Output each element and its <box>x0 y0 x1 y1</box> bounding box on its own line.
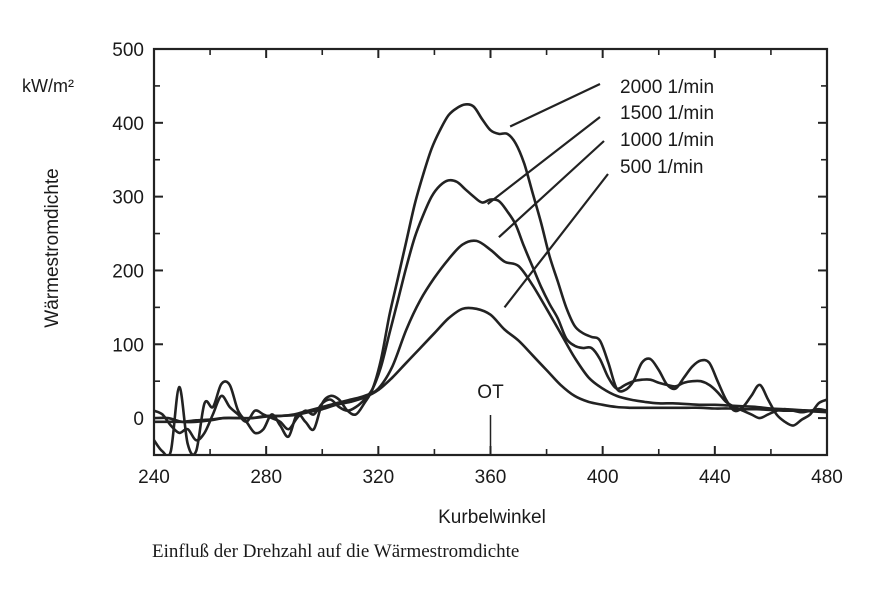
y-tick-label: 0 <box>133 409 144 430</box>
ot-label: OT <box>477 382 504 403</box>
figure-caption: Einfluß der Drehzahl auf die Wärmestromd… <box>152 541 520 562</box>
y-unit-label: kW/m² <box>22 76 74 96</box>
legend-leader-line <box>498 140 605 239</box>
legend-label: 1000 1/min <box>620 130 714 151</box>
series-line-500 <box>154 306 827 424</box>
y-tick-label: 500 <box>112 40 144 61</box>
series-group <box>154 102 827 455</box>
legend-leader-line <box>487 116 601 205</box>
y-tick-label: 400 <box>112 114 144 135</box>
legend-label: 1500 1/min <box>620 103 714 124</box>
y-axis-title: Wärmestromdichte <box>42 168 63 327</box>
x-tick-label: 480 <box>811 467 843 488</box>
x-tick-label: 320 <box>362 467 394 488</box>
x-tick-label: 280 <box>250 467 282 488</box>
legend-leader-line <box>509 83 601 128</box>
x-tick-label: 240 <box>138 467 170 488</box>
legend-label: 2000 1/min <box>620 77 714 98</box>
x-tick-label: 440 <box>699 467 731 488</box>
legend-label: 500 1/min <box>620 157 703 178</box>
x-tick-label: 400 <box>587 467 619 488</box>
legend: 2000 1/min 1500 1/min 1000 1/min 500 1/min <box>487 77 714 309</box>
legend-leader-line <box>503 173 609 309</box>
x-tick-label: 360 <box>475 467 507 488</box>
x-axis-title: Kurbelwinkel <box>438 507 546 528</box>
tick-labels: 240 280 320 360 400 440 480 0 100 200 300 400 500 <box>112 40 843 488</box>
y-tick-label: 200 <box>112 261 144 282</box>
y-tick-label: 100 <box>112 335 144 356</box>
y-tick-label: 300 <box>112 188 144 209</box>
series-line-2000 <box>154 102 827 455</box>
